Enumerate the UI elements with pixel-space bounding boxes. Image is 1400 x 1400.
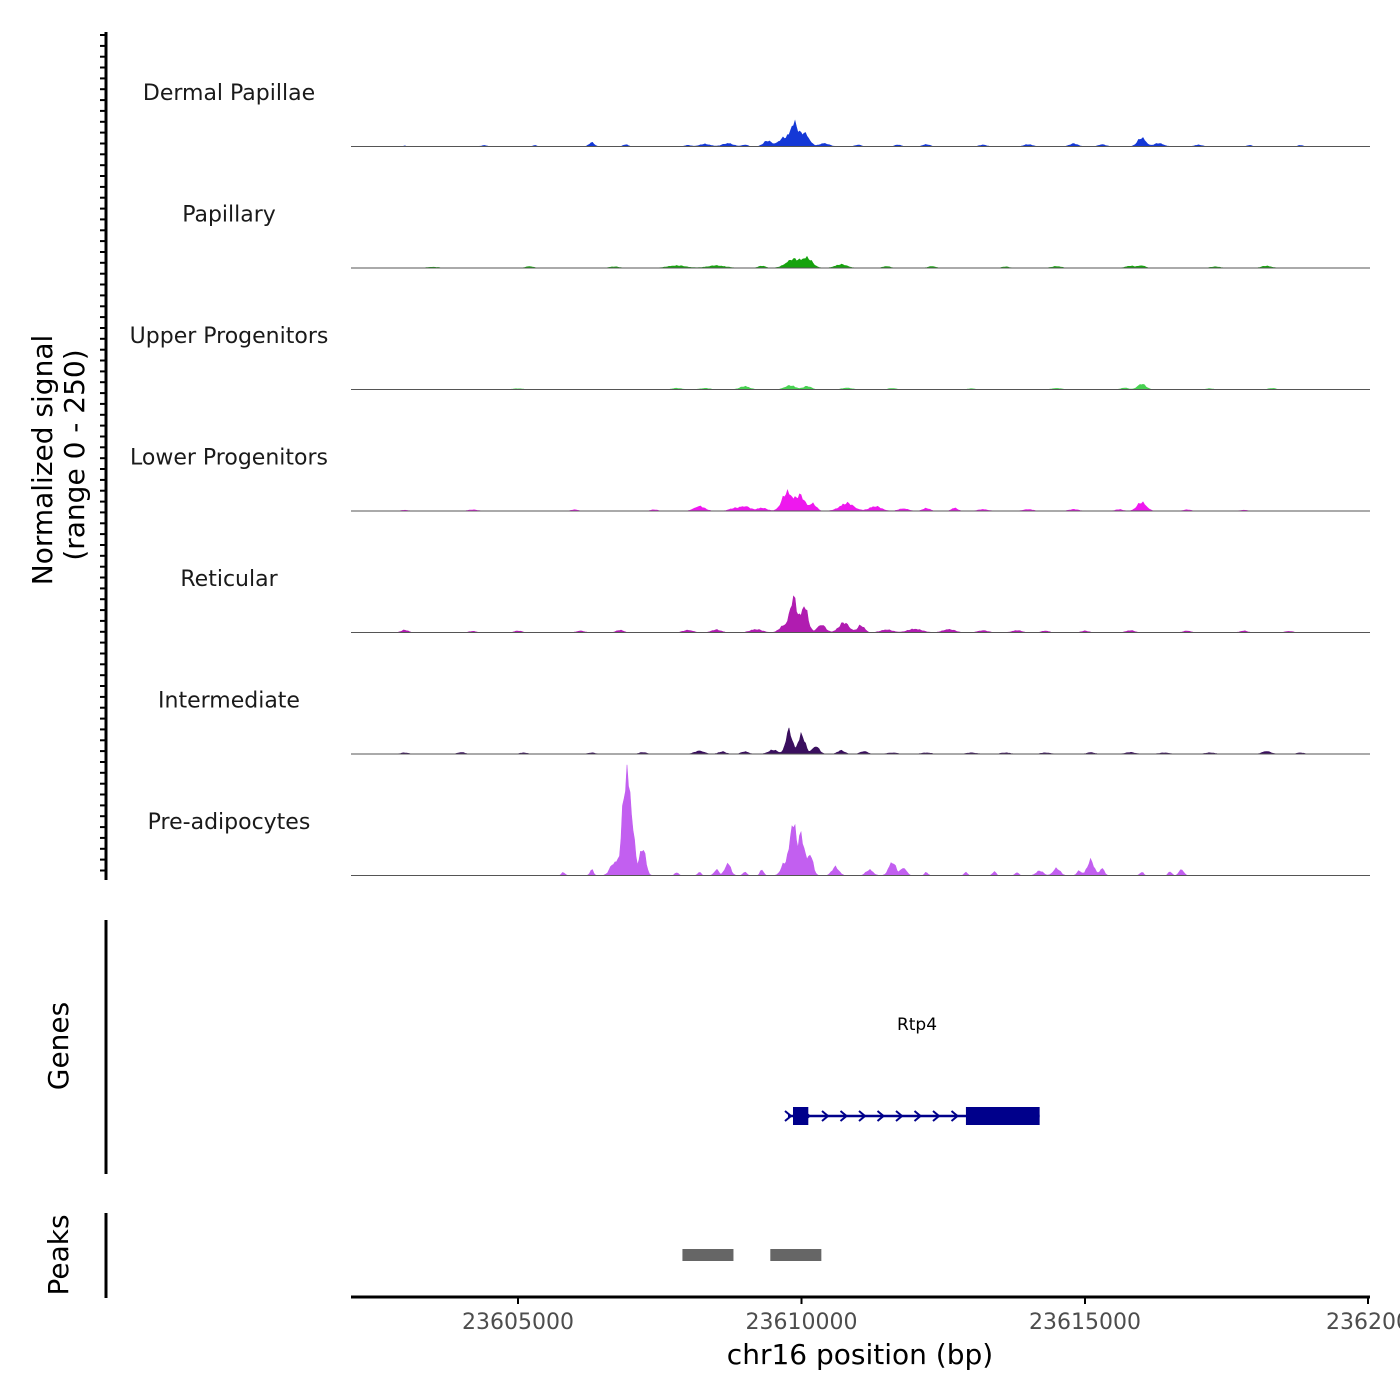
- track-lower-progenitors: Lower Progenitors: [130, 446, 1370, 512]
- strand-chevron: [895, 1110, 904, 1122]
- signal-area: [351, 383, 1370, 390]
- coverage-y-axis-ticks: [100, 34, 106, 872]
- y-axis-label-range: (range 0 - 250): [58, 349, 91, 560]
- track-label: Reticular: [180, 567, 278, 592]
- track-label: Pre-adipocytes: [148, 810, 311, 835]
- x-tick-label: 23605000: [462, 1310, 574, 1335]
- gene-annotation-track: Rtp4: [784, 1015, 1040, 1125]
- signal-area: [351, 255, 1370, 269]
- signal-area: [351, 489, 1370, 512]
- genes-panel-label: Genes: [42, 1002, 75, 1090]
- track-label: Dermal Papillae: [143, 81, 315, 106]
- track-dermal-papillae: Dermal Papillae: [143, 81, 1370, 147]
- track-intermediate: Intermediate: [158, 689, 1370, 755]
- track-papillary: Papillary: [182, 203, 1370, 269]
- signal-area: [351, 119, 1370, 147]
- strand-chevron: [932, 1110, 941, 1122]
- peak-regions-track: [682, 1249, 822, 1261]
- strand-chevron: [821, 1110, 830, 1122]
- peaks-panel-label: Peaks: [42, 1214, 75, 1295]
- track-label: Papillary: [182, 203, 276, 228]
- track-label: Upper Progenitors: [130, 324, 329, 349]
- track-pre-adipocytes: Pre-adipocytes: [148, 764, 1370, 876]
- peak-region: [682, 1249, 734, 1261]
- gene-label: Rtp4: [897, 1015, 937, 1035]
- gene-exon: [792, 1107, 809, 1125]
- strand-chevron: [784, 1110, 793, 1122]
- track-label: Lower Progenitors: [130, 446, 328, 471]
- signal-area: [351, 727, 1370, 755]
- strand-chevron: [839, 1110, 849, 1122]
- gene-exon: [965, 1107, 1040, 1125]
- y-axis-label: Normalized signal: [26, 335, 59, 586]
- x-axis-label: chr16 position (bp): [727, 1338, 993, 1371]
- strand-chevron: [913, 1110, 923, 1122]
- track-upper-progenitors: Upper Progenitors: [130, 324, 1370, 390]
- x-tick-label: 23615000: [1029, 1310, 1141, 1335]
- track-label: Intermediate: [158, 689, 300, 714]
- strand-chevron: [950, 1110, 960, 1122]
- track-reticular: Reticular: [180, 567, 1370, 633]
- x-tick-label: 236200: [1326, 1310, 1400, 1335]
- signal-area: [351, 595, 1370, 633]
- signal-tracks: Dermal Papillae Papillary Upper Progenitor…: [130, 81, 1370, 876]
- peak-region: [770, 1249, 822, 1261]
- signal-area: [351, 764, 1370, 876]
- strand-chevron: [876, 1110, 886, 1122]
- x-tick-label: 23610000: [746, 1310, 858, 1335]
- strand-chevron: [858, 1110, 867, 1122]
- x-axis-ticks: 23605000 23610000 23615000 236200: [462, 1297, 1400, 1335]
